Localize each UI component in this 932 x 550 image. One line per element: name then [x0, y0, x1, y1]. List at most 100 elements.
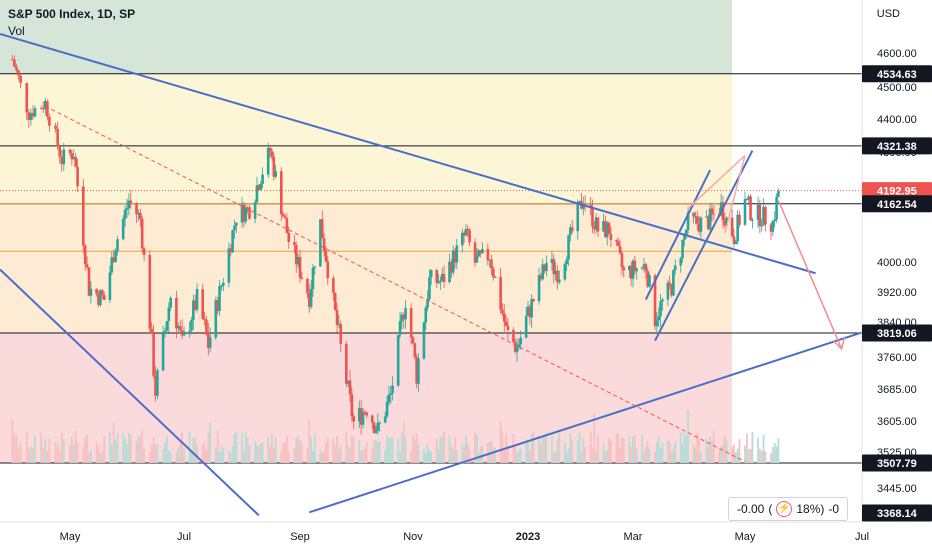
volume-bar	[519, 448, 522, 463]
candle-body	[563, 264, 567, 280]
volume-bar	[375, 439, 377, 463]
candle-body	[62, 149, 66, 165]
indicator-percent: 18%)	[796, 502, 825, 516]
volume-bar	[162, 449, 164, 463]
y-tick-label: 3605.00	[877, 416, 917, 428]
volume-bar	[384, 450, 387, 463]
price-label: 3819.06	[877, 328, 917, 340]
candle-body	[337, 324, 341, 326]
volume-bar	[246, 437, 249, 463]
candle-body	[140, 218, 144, 249]
candle-body	[460, 232, 464, 246]
trendline-1	[0, 268, 260, 517]
candle-body	[387, 395, 391, 402]
candle-body	[274, 171, 277, 177]
volume-bar	[256, 445, 258, 463]
volume-bar	[347, 446, 350, 463]
volume-bar	[271, 433, 273, 463]
volume-bar	[166, 436, 168, 463]
candle-body	[150, 328, 153, 334]
volume-bar	[194, 437, 197, 463]
candle-body	[97, 294, 100, 306]
candle-body	[102, 295, 106, 300]
volume-bar	[205, 449, 208, 463]
volume-bar	[46, 451, 49, 463]
candle-body	[512, 330, 515, 343]
candle-body	[333, 292, 337, 310]
candle-body	[468, 230, 471, 243]
volume-bar	[698, 438, 700, 463]
volume-bar	[196, 445, 198, 463]
candle-body	[479, 250, 482, 254]
candle-body	[246, 207, 249, 209]
candle-body	[31, 112, 35, 117]
candle-body	[473, 242, 477, 263]
candle-body	[526, 306, 530, 316]
volume-bar	[481, 446, 484, 463]
candle-body	[695, 216, 699, 224]
volume-bar	[584, 447, 587, 463]
volume-bar	[762, 434, 765, 463]
volume-bar	[274, 436, 277, 463]
candle-body	[231, 230, 234, 253]
candle-body	[451, 250, 455, 273]
candle-body	[363, 412, 367, 414]
volume-bar	[334, 445, 337, 463]
volume-bar	[287, 451, 290, 463]
volume-bar	[644, 446, 647, 463]
volume-bar	[733, 444, 735, 463]
candle-body	[376, 422, 380, 431]
candle-body	[229, 248, 233, 253]
candle-body	[137, 212, 140, 215]
y-tick-label: 3685.00	[877, 384, 917, 396]
volume-bar	[164, 441, 166, 463]
candle-body	[622, 267, 626, 271]
volume-bar	[167, 450, 170, 463]
candle-body	[114, 250, 117, 263]
volume-bar	[362, 449, 364, 463]
volume-bar	[412, 435, 414, 463]
volume-bar	[734, 452, 737, 463]
candle-body	[110, 257, 114, 273]
candle-body	[332, 278, 335, 293]
candle-body	[730, 217, 734, 237]
bolt-icon: ⚡	[776, 501, 793, 517]
candle-body	[294, 245, 298, 265]
candle-body	[398, 321, 402, 336]
candle-body	[154, 375, 157, 396]
candle-body	[738, 214, 741, 225]
volume-bar	[606, 449, 609, 463]
price-label: 4534.63	[877, 69, 917, 81]
volume-bar	[323, 450, 325, 463]
volume-bar	[312, 450, 314, 463]
candle-body	[203, 318, 206, 320]
candle-body	[85, 264, 89, 268]
volume-bar	[558, 433, 561, 463]
volume-bar	[488, 442, 491, 463]
candle-body	[681, 239, 684, 259]
candle-body	[13, 59, 16, 67]
volume-bar	[389, 437, 392, 463]
volume-bar	[479, 446, 482, 463]
volume-bar	[532, 432, 535, 463]
volume-bar	[326, 437, 329, 463]
volume-bar	[602, 442, 605, 463]
volume-bar	[681, 444, 684, 463]
volume-bar	[99, 452, 102, 463]
volume-bar	[101, 450, 104, 463]
volume-bar	[378, 441, 381, 463]
candle-body	[352, 416, 356, 422]
volume-bar	[345, 432, 348, 463]
candle-body	[41, 108, 45, 110]
candle-body	[554, 270, 557, 275]
volume-bar	[621, 437, 623, 463]
volume-bar	[74, 431, 77, 463]
indicator-widget[interactable]: -0.00 ( ⚡ 18%) -0	[728, 497, 849, 521]
candle-body	[244, 207, 248, 222]
candle-body	[615, 240, 618, 242]
volume-bar	[494, 448, 497, 463]
candle-body	[475, 256, 479, 263]
volume-bar	[659, 447, 662, 463]
channel-lower	[654, 150, 754, 342]
